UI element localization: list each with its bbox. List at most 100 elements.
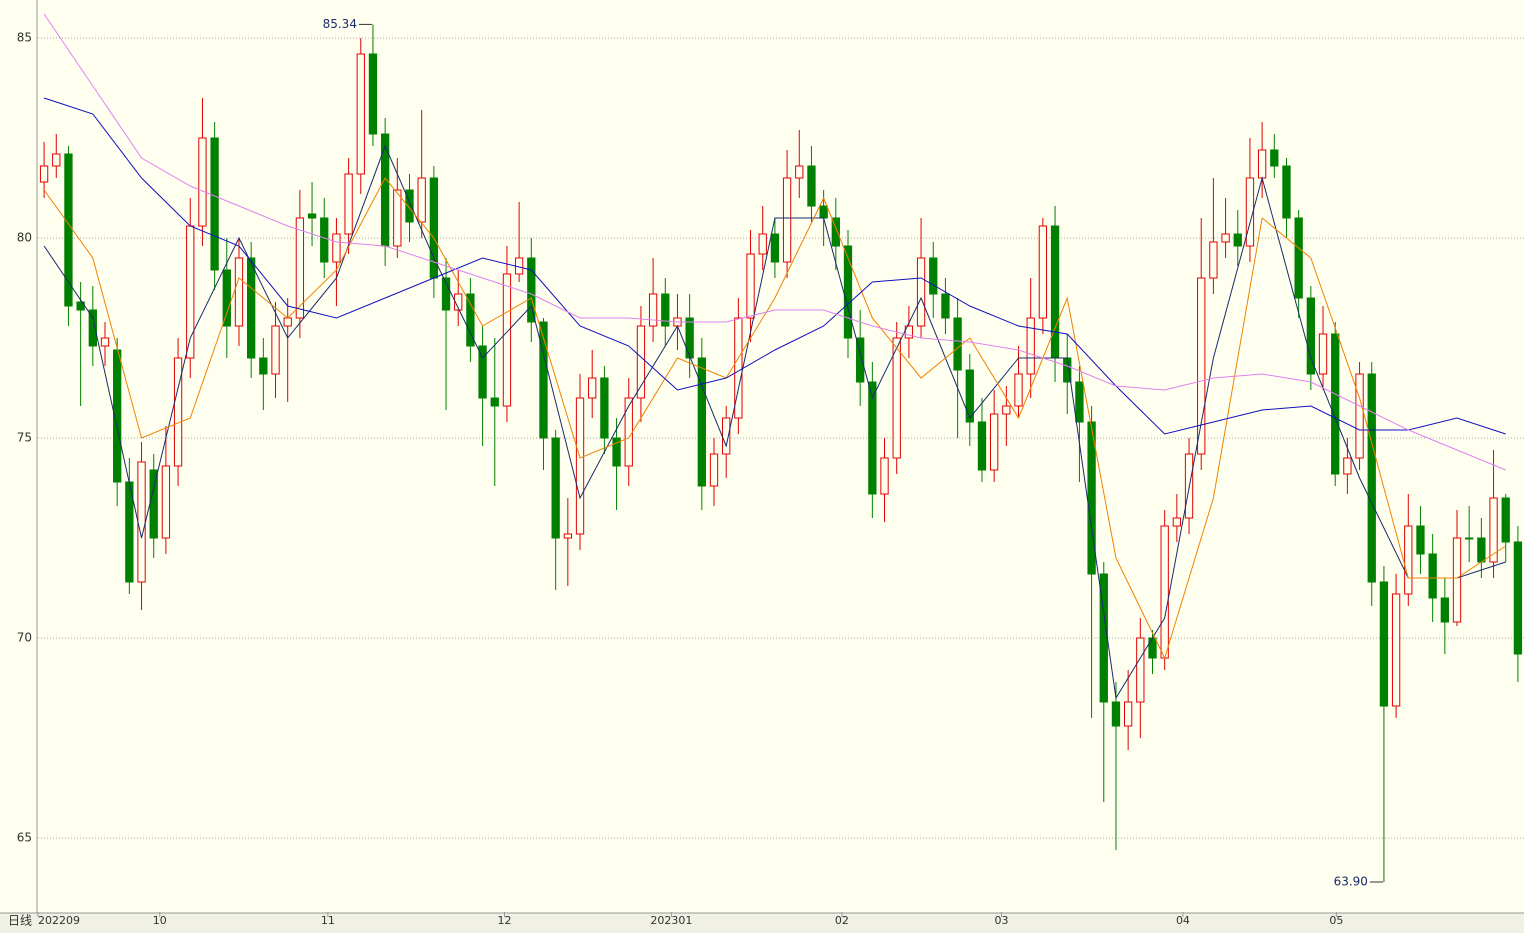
- candle-body: [247, 257, 256, 359]
- x-tick-label: 02: [835, 914, 849, 927]
- candle-body: [344, 173, 353, 235]
- candle-body: [149, 469, 158, 539]
- candle-body: [685, 317, 694, 359]
- candle-body: [1075, 381, 1084, 423]
- candle-body: [405, 189, 414, 223]
- candle-body: [868, 381, 877, 495]
- candle-body: [1440, 597, 1449, 623]
- moving-average-line: [43, 177, 1507, 660]
- candle-body: [892, 337, 901, 459]
- candle-body: [1282, 165, 1291, 219]
- candle-body: [600, 377, 609, 439]
- candle-body: [320, 217, 329, 263]
- candle-body: [965, 369, 974, 423]
- candle-body: [758, 233, 767, 255]
- candle-body: [1002, 405, 1011, 415]
- candle-body: [697, 357, 706, 487]
- candle-body: [1197, 277, 1206, 455]
- candle-body: [1477, 537, 1486, 563]
- candle-body: [1245, 177, 1255, 247]
- candle-body: [1087, 421, 1096, 575]
- candle-body: [551, 437, 560, 539]
- x-tick-label: 05: [1329, 914, 1343, 927]
- candle-body: [856, 337, 865, 383]
- candle-body: [916, 257, 926, 327]
- candle-body: [1391, 593, 1401, 707]
- y-tick-label: 80: [17, 231, 32, 245]
- candle-body: [929, 257, 938, 295]
- candle-body: [1270, 149, 1279, 167]
- candle-body: [1111, 701, 1121, 727]
- candle-body: [222, 269, 231, 327]
- x-tick-label: 11: [321, 914, 335, 927]
- candle-body: [1513, 541, 1523, 655]
- candle-body: [953, 317, 962, 371]
- candle-body: [1343, 457, 1352, 475]
- annotation-label: 63.90: [1334, 875, 1368, 889]
- candle-body: [941, 293, 950, 319]
- candle-body: [100, 337, 110, 347]
- candle-body: [1123, 701, 1133, 727]
- candle-body: [88, 309, 97, 347]
- candle-body: [259, 357, 268, 375]
- candle-body: [356, 53, 365, 175]
- candle-body: [417, 177, 426, 223]
- candle-body: [588, 377, 597, 399]
- x-tick-label: 10: [153, 914, 167, 927]
- candle-body: [1501, 497, 1510, 543]
- period-label: 日线: [8, 914, 32, 928]
- candle-body: [1160, 525, 1169, 659]
- x-tick-label: 03: [994, 914, 1008, 927]
- candle-body: [624, 397, 633, 467]
- moving-average-line: [43, 13, 1506, 471]
- candle-body: [137, 461, 146, 583]
- candle-body: [113, 349, 122, 483]
- x-tick-label: 202301: [650, 914, 692, 927]
- candle-body: [1050, 225, 1060, 359]
- candle-body: [880, 457, 889, 495]
- candle-body: [502, 273, 512, 407]
- candle-body: [782, 177, 792, 263]
- candle-body: [1172, 517, 1182, 527]
- candle-body: [527, 257, 536, 323]
- candle-body: [1428, 553, 1437, 599]
- candle-body: [795, 165, 804, 179]
- candle-body: [454, 293, 463, 311]
- candle-body: [990, 413, 999, 471]
- candle-body: [466, 293, 475, 347]
- candle-body: [612, 437, 621, 467]
- candle-body: [1489, 497, 1498, 563]
- candle-body: [52, 153, 61, 167]
- candle-body: [1136, 637, 1145, 703]
- candle-body: [1306, 297, 1315, 375]
- candle-body: [1221, 233, 1230, 243]
- candle-body: [734, 317, 743, 419]
- annotation-label: 85.34: [323, 17, 357, 31]
- moving-average-line: [43, 144, 1506, 700]
- candle-body: [39, 165, 49, 183]
- candle-body: [746, 253, 755, 319]
- axis-strip: [0, 913, 1524, 933]
- y-tick-label: 85: [17, 31, 32, 45]
- candle-body: [807, 165, 816, 207]
- candle-body: [1416, 525, 1425, 555]
- candle-body: [1014, 373, 1023, 407]
- candle-body: [283, 317, 292, 327]
- candle-body: [1026, 317, 1035, 375]
- candle-body: [661, 293, 670, 327]
- candle-body: [819, 205, 828, 219]
- candle-body: [490, 397, 499, 407]
- x-tick-label: 202209: [38, 914, 80, 927]
- candle-body: [904, 325, 914, 339]
- candle-body: [563, 533, 572, 539]
- moving-average-line: [43, 97, 1506, 435]
- candle-body: [125, 481, 134, 583]
- y-tick-label: 75: [17, 431, 32, 445]
- candle-body: [1452, 537, 1462, 623]
- candle-body: [1257, 149, 1267, 179]
- candle-body: [843, 245, 853, 339]
- candle-body: [271, 325, 280, 375]
- candle-body: [234, 257, 244, 327]
- candle-body: [173, 357, 183, 467]
